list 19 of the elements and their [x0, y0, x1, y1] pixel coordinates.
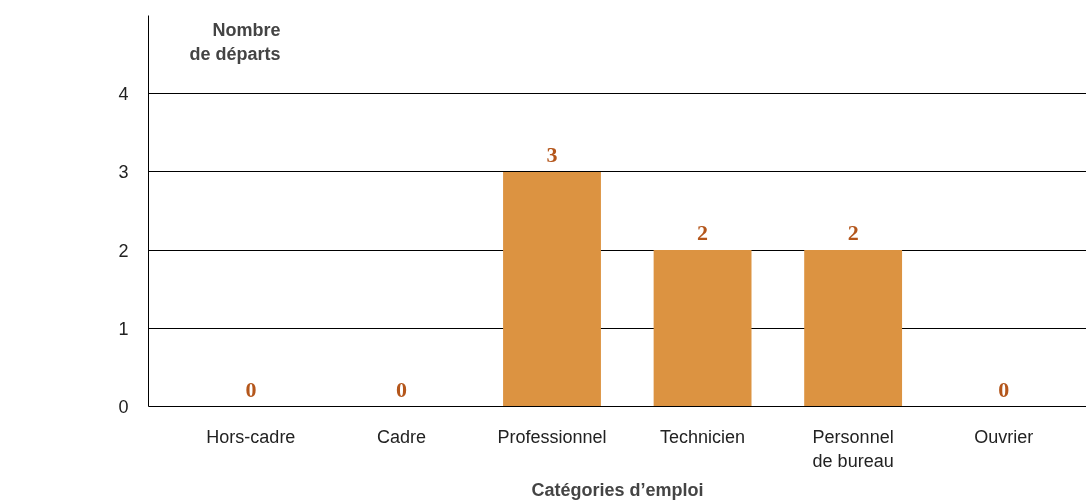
- data-label: 0: [245, 376, 257, 402]
- x-tick-label: Hors-cadre: [206, 426, 296, 447]
- x-tick-label: Cadre: [376, 426, 426, 447]
- data-label: 2: [697, 220, 709, 246]
- x-tick-label: Personnel de bureau: [812, 426, 894, 471]
- y-tick-label: 4: [118, 84, 129, 105]
- data-label: 2: [847, 220, 859, 246]
- x-axis-title: Catégories d’emploi: [531, 479, 704, 500]
- y-tick-label: 0: [118, 397, 129, 417]
- y-axis-title: Nombre de départs: [189, 19, 281, 64]
- y-tick-label: 2: [118, 240, 129, 261]
- x-tick-label: Professionnel: [497, 426, 607, 447]
- data-label: 0: [998, 376, 1010, 402]
- x-tick-label: Ouvrier: [974, 426, 1034, 447]
- data-label: 0: [395, 376, 407, 402]
- data-label: 3: [546, 141, 558, 167]
- y-tick-label: 1: [118, 318, 129, 339]
- x-tick-label: Technicien: [660, 426, 746, 447]
- y-tick-label: 3: [118, 162, 129, 183]
